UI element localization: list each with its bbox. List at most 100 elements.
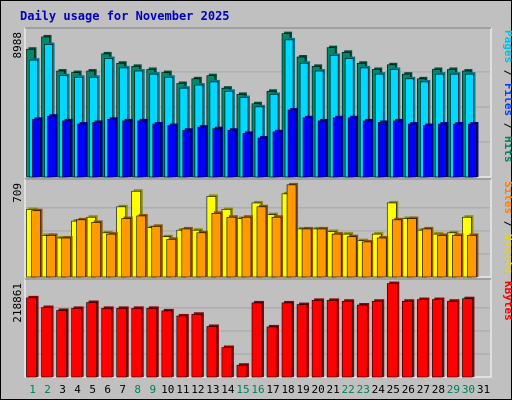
chart-panels: 8988 Pages / Files / Hits 709 Sites / Visit…: [11, 27, 512, 378]
day-label-16: 16: [251, 383, 264, 396]
panel-max-label: 218861: [11, 283, 24, 323]
day-label-26: 26: [402, 383, 415, 396]
bar-kbytes-day-13: [206, 324, 219, 378]
bar-sites-day-21: [331, 232, 344, 278]
bar-kbytes-day-6: [101, 306, 114, 378]
panel-kbytes: 218861 KBytes: [11, 278, 512, 378]
day-label-12: 12: [191, 383, 204, 396]
bar-kbytes-day-5: [86, 300, 99, 378]
day-label-18: 18: [281, 383, 294, 396]
bar-kbytes-day-26: [402, 299, 415, 378]
bar-sites-day-18: [286, 182, 299, 278]
bar-sites-day-20: [316, 226, 329, 278]
bar-sites-day-19: [301, 226, 314, 278]
bar-pages-day-30: [468, 122, 479, 178]
bar-pages-day-25: [392, 118, 404, 178]
bar-sites-day-7: [121, 216, 133, 278]
day-label-5: 5: [89, 383, 96, 396]
bar-kbytes-day-23: [356, 303, 370, 378]
panel-max-label: 709: [11, 183, 24, 203]
panel-series-label: Pages / Files / Hits: [502, 30, 512, 163]
bar-pages-day-29: [453, 122, 464, 178]
bar-kbytes-day-2: [41, 305, 54, 378]
bar-pages-day-23: [362, 118, 374, 178]
bar-pages-day-14: [227, 128, 238, 178]
day-label-3: 3: [59, 383, 66, 396]
bar-sites-day-8: [136, 213, 148, 278]
series-kbytes: [26, 281, 475, 378]
bar-pages-day-3: [62, 118, 73, 178]
bar-kbytes-day-22: [341, 299, 355, 378]
day-label-19: 19: [296, 383, 309, 396]
day-label-11: 11: [176, 383, 189, 396]
bar-sites-day-13: [211, 211, 223, 278]
bar-pages-day-1: [32, 117, 43, 178]
bar-kbytes-day-28: [432, 297, 445, 378]
bar-pages-day-22: [347, 115, 359, 178]
day-label-2: 2: [44, 383, 51, 396]
bar-kbytes-day-16: [251, 300, 264, 378]
bar-pages-day-21: [332, 115, 344, 178]
day-label-7: 7: [119, 383, 126, 396]
bar-kbytes-day-21: [326, 298, 340, 378]
day-label-6: 6: [104, 383, 111, 396]
panel-series-label: Sites / Visits: [502, 181, 512, 274]
day-label-25: 25: [387, 383, 400, 396]
bar-sites-day-12: [196, 230, 208, 278]
panel-hits-files-pages: 8988 Pages / Files / Hits: [11, 27, 512, 178]
bar-kbytes-day-20: [311, 298, 325, 378]
bar-pages-day-19: [302, 115, 314, 178]
bar-pages-day-10: [167, 123, 178, 178]
day-label-4: 4: [74, 383, 81, 396]
bar-sites-day-3: [61, 236, 73, 278]
bar-sites-day-6: [106, 232, 118, 278]
bar-kbytes-day-17: [266, 324, 280, 378]
bar-kbytes-day-15: [236, 363, 249, 378]
bar-kbytes-day-10: [161, 308, 174, 378]
day-label-10: 10: [161, 383, 174, 396]
bar-pages-day-20: [317, 118, 329, 178]
bar-sites-day-9: [151, 224, 163, 278]
day-label-9: 9: [149, 383, 156, 396]
bar-pages-day-5: [92, 120, 103, 178]
day-label-17: 17: [266, 383, 279, 396]
bar-kbytes-day-12: [191, 312, 204, 378]
bar-pages-day-9: [152, 122, 163, 178]
bar-sites-day-25: [391, 217, 404, 278]
bar-kbytes-day-25: [386, 281, 400, 378]
day-label-24: 24: [372, 383, 386, 396]
bar-pages-day-2: [47, 114, 58, 178]
bar-kbytes-day-1: [26, 295, 39, 378]
panel-series-label: KBytes: [502, 281, 512, 321]
day-label-8: 8: [134, 383, 141, 396]
panel-max-label: 8988: [11, 32, 24, 59]
day-label-29: 29: [447, 383, 460, 396]
bar-sites-day-23: [361, 239, 374, 278]
bar-sites-day-26: [407, 216, 419, 278]
chart-title: Daily usage for November 2025: [20, 9, 230, 23]
bar-sites-day-2: [46, 233, 58, 278]
day-label-30: 30: [462, 383, 475, 396]
bar-pages-day-16: [257, 136, 268, 178]
bar-pages-day-4: [77, 122, 88, 178]
bar-kbytes-day-7: [116, 306, 129, 378]
bar-pages-day-15: [242, 131, 253, 178]
day-label-22: 22: [342, 383, 355, 396]
bar-kbytes-day-30: [462, 296, 475, 378]
day-label-27: 27: [417, 383, 430, 396]
day-label-20: 20: [312, 383, 325, 396]
day-label-23: 23: [357, 383, 370, 396]
bar-kbytes-day-14: [221, 345, 234, 378]
bar-pages-day-18: [287, 107, 299, 178]
bar-pages-day-28: [438, 122, 449, 178]
bar-kbytes-day-4: [71, 306, 84, 378]
bar-sites-day-24: [376, 236, 389, 278]
bar-kbytes-day-29: [447, 299, 460, 378]
day-label-15: 15: [236, 383, 249, 396]
bar-sites-day-15: [241, 215, 253, 278]
day-label-14: 14: [221, 383, 235, 396]
bar-kbytes-day-11: [176, 313, 189, 378]
bar-pages-day-7: [122, 118, 133, 178]
bar-sites-day-5: [91, 220, 103, 278]
